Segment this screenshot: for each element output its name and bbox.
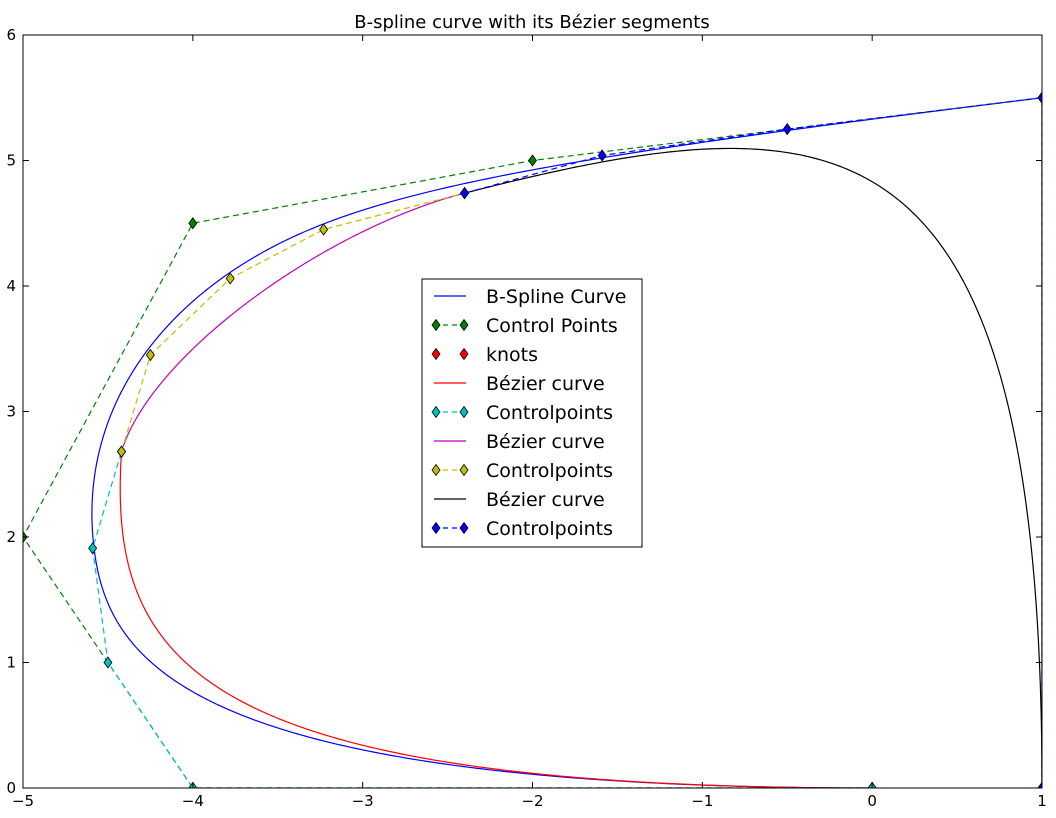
x-tick-label: −4 — [182, 792, 204, 810]
legend-label: B-Spline Curve — [486, 286, 626, 308]
y-tick-label: 2 — [6, 528, 16, 546]
x-tick-label: −1 — [691, 792, 713, 810]
legend-marker-swatch — [459, 405, 469, 419]
legend-marker-swatch — [431, 347, 441, 361]
control-point-marker — [188, 217, 198, 230]
legend-label: Control Points — [486, 315, 618, 337]
legend-marker-swatch — [459, 318, 469, 332]
control-point-marker — [528, 154, 537, 167]
series-7 — [464, 147, 1042, 788]
axes-layer: −5 −4 −3 −2 −1 0 1 0 1 2 3 4 5 6 — [6, 26, 1046, 810]
legend-marker-swatch — [431, 318, 441, 332]
legend-item: Controlpoints — [431, 518, 613, 540]
legend-item: Bézier curve — [434, 431, 605, 453]
legend-item: Bézier curve — [434, 373, 605, 395]
control-point-marker — [597, 149, 607, 162]
y-tick-label: 1 — [6, 654, 16, 672]
y-tick-label: 6 — [6, 26, 16, 44]
legend-marker-swatch — [431, 463, 441, 477]
bezier-curve-line — [119, 451, 873, 788]
y-tick-label: 5 — [6, 152, 16, 170]
legend-label: Controlpoints — [486, 460, 613, 482]
legend: B-Spline Curve Control Points knots Bézier … — [421, 278, 643, 548]
control-point-marker — [225, 272, 235, 285]
x-tick-label: 1 — [1037, 792, 1047, 810]
control-point-marker — [145, 348, 155, 362]
control-point-marker — [103, 656, 113, 669]
x-tick-label: −2 — [521, 792, 543, 810]
control-point-marker — [319, 223, 329, 236]
bspline-curve-line — [91, 97, 1042, 788]
control-polygon-line — [120, 192, 465, 452]
legend-label: Controlpoints — [486, 402, 613, 424]
legend-label: Bézier curve — [486, 373, 605, 395]
legend-item: Controlpoints — [431, 402, 613, 424]
series-3 — [119, 451, 873, 788]
x-tick-label: −3 — [352, 792, 374, 810]
legend-marker-swatch — [431, 521, 441, 535]
series-6 — [117, 186, 470, 458]
legend-label: knots — [486, 344, 538, 366]
x-tick-label: −5 — [12, 792, 34, 810]
control-point-marker — [1037, 91, 1042, 104]
legend-item: Bézier curve — [434, 489, 605, 511]
chart-title: B-spline curve with its Bézier segments — [354, 12, 709, 33]
y-tick-label: 3 — [6, 403, 16, 421]
legend-frame — [421, 278, 643, 548]
legend-item: B-Spline Curve — [434, 286, 626, 308]
control-point-marker — [782, 122, 792, 136]
legend-marker-swatch — [459, 463, 469, 477]
legend-marker-swatch — [431, 405, 441, 419]
y-tick-label: 4 — [6, 277, 16, 295]
control-polygon-line — [464, 97, 1042, 788]
control-point-marker — [88, 542, 98, 555]
legend-label: Controlpoints — [486, 518, 613, 540]
series-0 — [91, 97, 1042, 788]
legend-marker-swatch — [459, 521, 469, 535]
series-layer — [23, 91, 1042, 788]
bezier-curve-line — [120, 192, 465, 452]
control-point-marker — [117, 445, 126, 458]
legend-marker-swatch — [459, 347, 469, 361]
legend-item: Control Points — [431, 315, 618, 337]
legend-item: knots — [431, 344, 538, 366]
legend-label: Bézier curve — [486, 431, 605, 453]
control-point-marker — [1037, 781, 1042, 788]
series-8 — [460, 91, 1042, 788]
x-tick-label: 0 — [867, 792, 877, 810]
legend-label: Bézier curve — [486, 489, 605, 511]
bezier-curve-line — [464, 147, 1042, 788]
legend-item: Controlpoints — [431, 460, 613, 482]
y-tick-label: 0 — [6, 779, 16, 797]
control-point-marker — [460, 186, 470, 200]
series-5 — [120, 192, 465, 452]
